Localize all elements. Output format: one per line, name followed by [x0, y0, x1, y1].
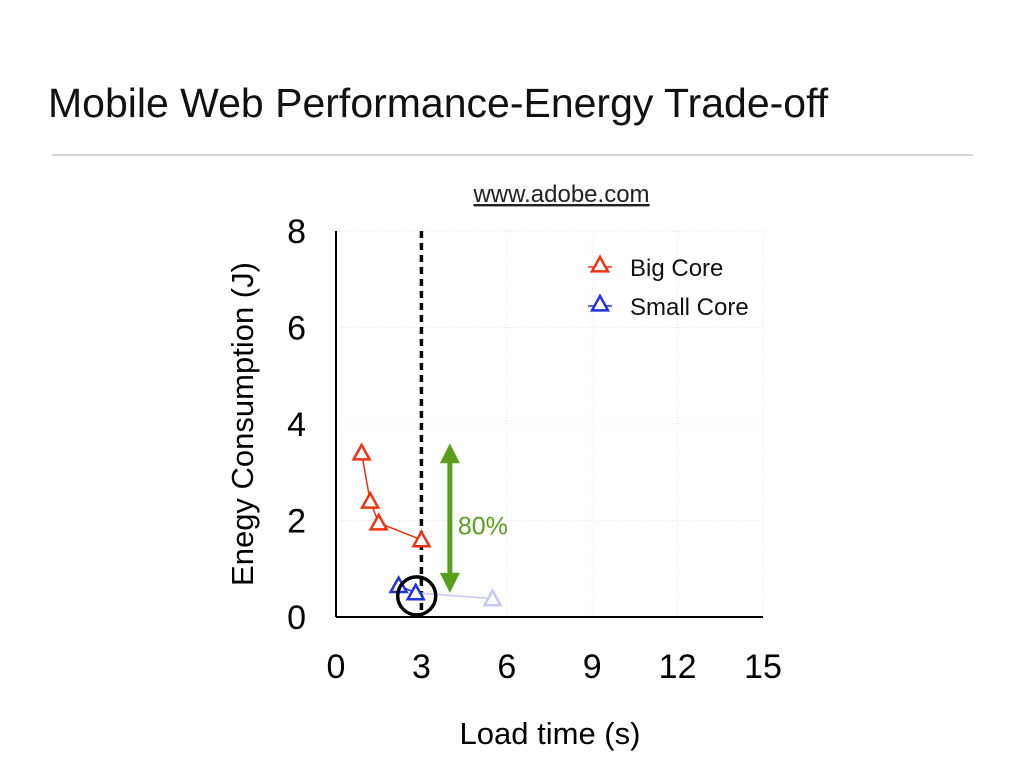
y-tick-label: 8 — [287, 213, 306, 251]
series-line-small-core-tail — [415, 592, 493, 600]
arrow-label: 80% — [458, 512, 508, 540]
x-tick-label: 15 — [744, 648, 782, 686]
data-point-small-core — [482, 588, 503, 607]
arrow-head-up — [439, 443, 460, 464]
x-tick-label: 0 — [327, 648, 346, 686]
highlight-circle — [395, 575, 438, 617]
y-tick-label: 2 — [287, 503, 306, 541]
arrow-head-down — [439, 572, 460, 593]
series-line-big-core — [360, 452, 422, 541]
legend-marker — [589, 254, 611, 273]
title-divider — [52, 154, 973, 156]
data-point-big-core — [351, 442, 372, 461]
legend-label: Small Core — [630, 294, 749, 321]
data-point-big-core — [368, 512, 389, 531]
x-tick-label: 6 — [497, 648, 516, 686]
data-point-small-core — [405, 582, 426, 601]
x-tick-label: 12 — [659, 648, 697, 686]
y-tick-label: 0 — [287, 599, 306, 637]
chart-title: www.adobe.com — [472, 181, 649, 208]
legend-label: Big Core — [630, 255, 723, 282]
y-axis-title: Enegy Consumption (J) — [225, 262, 260, 586]
x-axis-title: Load time (s) — [460, 716, 641, 751]
y-tick-label: 4 — [287, 406, 306, 444]
y-tick-label: 6 — [287, 310, 306, 348]
x-tick-label: 9 — [583, 648, 602, 686]
x-tick-label: 3 — [412, 648, 431, 686]
legend-marker — [589, 293, 611, 312]
slide-title: Mobile Web Performance-Energy Trade-off — [48, 80, 829, 126]
data-point-big-core — [411, 529, 432, 548]
data-point-big-core — [360, 490, 381, 509]
